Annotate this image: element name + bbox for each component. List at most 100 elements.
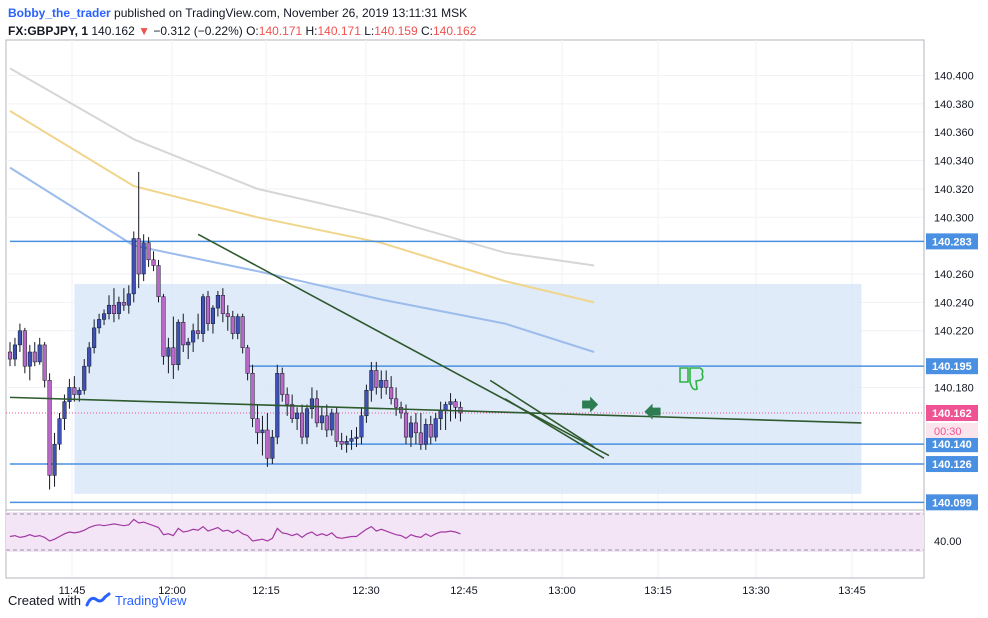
y-tick-label: 140.320 (934, 184, 974, 196)
high-value: 140.171 (317, 24, 361, 38)
candle-body (295, 412, 300, 419)
author-name[interactable]: Bobby_the_trader (8, 6, 111, 20)
candle-body (151, 259, 156, 266)
countdown-label: 00:30 (934, 426, 962, 438)
candle-body (37, 344, 42, 363)
candle-body (146, 242, 151, 261)
candle-body (364, 390, 369, 417)
candle-body (205, 296, 211, 324)
candle-body (394, 398, 399, 408)
right-arrow-icon (582, 396, 599, 413)
trendline (504, 398, 605, 460)
candle-body (339, 441, 344, 445)
x-tick-label: 13:15 (644, 585, 672, 597)
publish-line: Bobby_the_trader published on TradingVie… (8, 4, 476, 22)
candle-body (220, 295, 225, 314)
candle-body (111, 304, 117, 314)
price-tag-label: 140.283 (932, 236, 972, 248)
candle-body (344, 441, 349, 445)
candle-body (12, 344, 17, 360)
candle-body (102, 313, 107, 320)
candle-body (166, 347, 171, 357)
price-tag-label: 140.099 (932, 497, 972, 509)
left-arrow-icon (644, 403, 661, 420)
candle-body (171, 347, 176, 366)
price-tag (926, 456, 978, 473)
x-tick-label: 12:15 (252, 585, 280, 597)
chart-header: Bobby_the_trader published on TradingVie… (8, 4, 476, 40)
candle-body (141, 242, 146, 275)
tradingview-link[interactable]: TradingView (114, 592, 187, 608)
moving-average-line (9, 67, 595, 267)
candle-body (413, 422, 418, 434)
candle-body (329, 412, 334, 431)
rsi-line (9, 518, 461, 542)
price-tag-label: 140.195 (932, 361, 972, 373)
candle-body (354, 436, 359, 439)
candle-body (443, 404, 448, 411)
candle-body (235, 316, 240, 334)
publish-info: published on TradingView.com, November 2… (114, 6, 468, 20)
candle-body (27, 351, 32, 367)
x-tick-label: 12:00 (158, 585, 186, 597)
candle-body (438, 409, 443, 419)
candle-body (349, 438, 354, 442)
candle-body (334, 412, 339, 442)
price-tag-label: 140.126 (932, 459, 972, 471)
candle-body (270, 436, 275, 459)
close-label: C: (420, 24, 433, 38)
candle-body (324, 415, 329, 431)
low-value: 140.159 (374, 24, 418, 38)
candle-body (423, 424, 428, 445)
candle-body (250, 373, 255, 419)
x-tick-label: 11:45 (59, 585, 86, 597)
y-tick-label: 140.380 (934, 99, 974, 111)
footer: Created with TradingView (8, 592, 187, 608)
candle-body (106, 304, 112, 314)
candle-body (201, 296, 206, 334)
x-tick-label: 13:45 (838, 585, 866, 597)
candle-body (240, 316, 245, 348)
candle-body (191, 330, 196, 343)
candle-body (72, 387, 77, 395)
candle-body (17, 330, 22, 346)
candle-body (87, 347, 92, 367)
rsi-tick-label: 40.00 (934, 536, 962, 548)
y-tick-label: 140.180 (934, 382, 974, 394)
candle-body (176, 321, 181, 366)
candle-body (374, 370, 379, 388)
price-tag-label: 140.162 (932, 408, 972, 420)
candle-body (22, 330, 27, 367)
price-tag (926, 404, 978, 421)
y-tick-label: 140.300 (934, 212, 974, 224)
candle-body (280, 373, 285, 395)
candle-body (285, 394, 290, 405)
price-tag (926, 358, 978, 375)
candle-body (359, 415, 364, 438)
candle-body (433, 418, 438, 438)
candle-body (52, 443, 57, 476)
close-value: 140.162 (432, 24, 477, 38)
candle-body (32, 351, 37, 363)
candle-body (67, 387, 72, 402)
candle-body (408, 422, 413, 438)
open-value: 140.171 (258, 24, 303, 38)
price-tag (926, 233, 978, 250)
y-tick-label: 140.260 (934, 269, 974, 281)
candle-body (42, 344, 47, 381)
low-label: L: (364, 24, 375, 38)
thumbs-down-icon (679, 367, 704, 391)
range-zone (74, 283, 862, 494)
candle-body (384, 380, 389, 388)
moving-average-line (9, 166, 595, 353)
candle-body (428, 424, 433, 438)
countdown-tag (926, 422, 978, 438)
candle-body (255, 418, 260, 434)
candle-body (156, 265, 161, 297)
candle-body (161, 296, 166, 357)
candle-body (186, 341, 191, 346)
candle-body (116, 302, 121, 314)
price-tag-label: 140.140 (932, 439, 972, 451)
candle-body (82, 365, 87, 391)
